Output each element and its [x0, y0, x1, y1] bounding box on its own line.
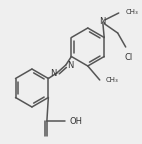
Text: Cl: Cl [125, 54, 133, 62]
Text: N: N [50, 69, 56, 77]
Text: N: N [67, 60, 73, 70]
Text: N: N [100, 18, 106, 26]
Text: CH₃: CH₃ [126, 9, 138, 15]
Text: CH₃: CH₃ [106, 77, 118, 83]
Text: OH: OH [70, 116, 83, 126]
